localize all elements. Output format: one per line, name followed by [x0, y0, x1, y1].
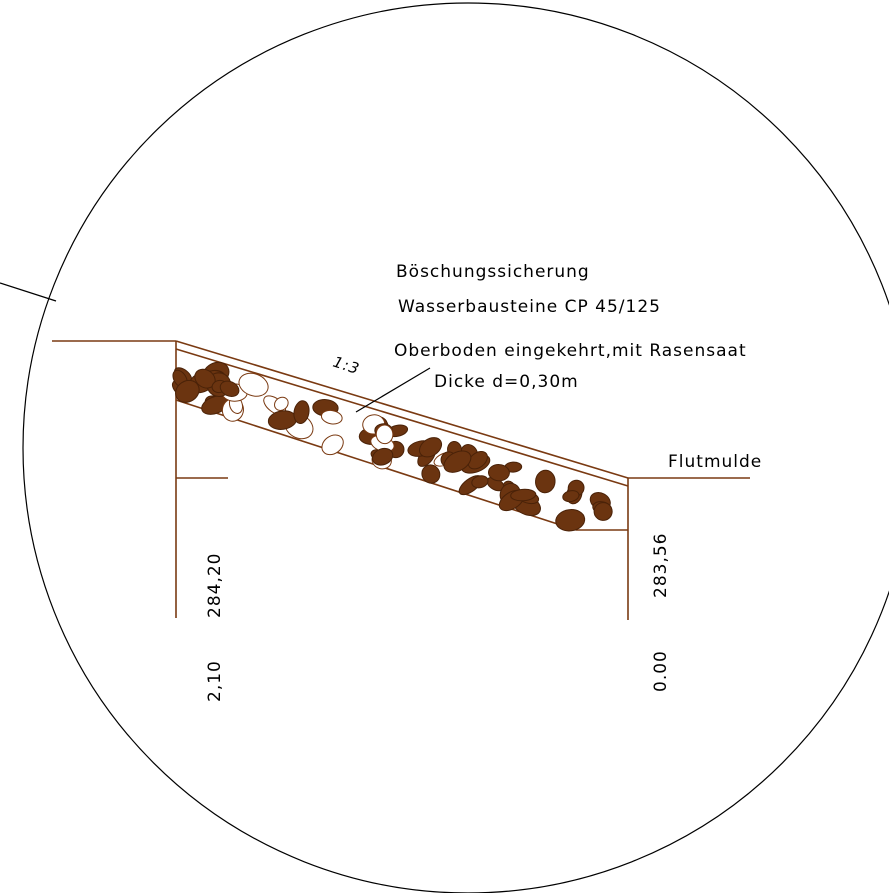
dim-right-offset: 0.00 — [651, 650, 671, 692]
label-title: Böschungssicherung — [396, 262, 590, 282]
rock — [421, 464, 441, 484]
rock — [371, 447, 394, 466]
rock — [471, 475, 489, 489]
rock — [419, 437, 443, 458]
rock — [321, 434, 344, 456]
slope-topsoil — [175, 348, 629, 487]
rock — [487, 464, 510, 482]
rock — [375, 424, 394, 445]
rock — [320, 409, 343, 425]
rock — [274, 396, 289, 411]
rock — [293, 400, 310, 425]
rock — [555, 509, 586, 532]
rock — [443, 450, 472, 473]
rock — [510, 488, 537, 502]
rock — [467, 450, 488, 470]
detail-circle — [22, 2, 889, 893]
thickness-leader — [355, 367, 431, 413]
dim-left-height: 284,20 — [205, 553, 225, 618]
rock — [219, 380, 240, 397]
label-surface: Oberboden eingekehrt,mit Rasensaat — [394, 341, 747, 361]
dim-left-offset: 2,10 — [205, 660, 225, 702]
rock — [535, 469, 556, 494]
label-channel: Flutmulde — [668, 452, 762, 472]
rock — [175, 379, 200, 403]
rock — [562, 490, 580, 503]
revetment — [52, 340, 750, 620]
dim-right-height: 283,56 — [651, 533, 671, 598]
label-thickness: Dicke d=0,30m — [434, 372, 579, 392]
rock — [593, 502, 613, 521]
detail-leader — [0, 282, 57, 302]
slope-top — [175, 340, 629, 479]
label-slope: 1:3 — [331, 353, 362, 379]
rock — [238, 372, 269, 397]
label-material: Wasserbausteine CP 45/125 — [398, 297, 661, 317]
